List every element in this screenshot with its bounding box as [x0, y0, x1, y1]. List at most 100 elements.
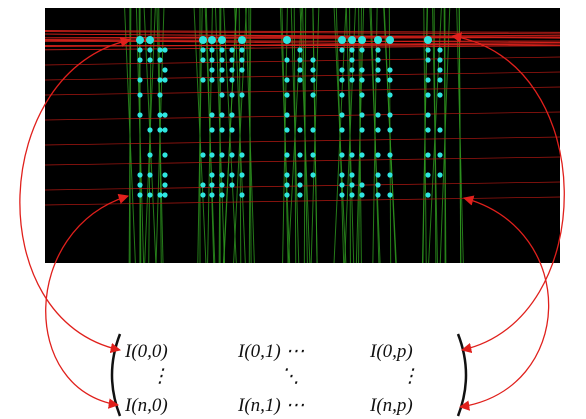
- point: [425, 192, 430, 197]
- point: [425, 112, 430, 117]
- point: [157, 57, 162, 62]
- point: [387, 152, 392, 157]
- point: [339, 92, 344, 97]
- point: [375, 57, 380, 62]
- point: [437, 77, 442, 82]
- point: [218, 36, 226, 44]
- point: [297, 67, 302, 72]
- point: [284, 172, 289, 177]
- point: [339, 192, 344, 197]
- point: [137, 112, 142, 117]
- point: [437, 127, 442, 132]
- point: [239, 152, 244, 157]
- point: [297, 192, 302, 197]
- point: [425, 127, 430, 132]
- point: [424, 36, 432, 44]
- point: [219, 77, 224, 82]
- point: [157, 127, 162, 132]
- point: [146, 36, 154, 44]
- point: [310, 67, 315, 72]
- point: [137, 192, 142, 197]
- point: [375, 172, 380, 177]
- point: [209, 172, 214, 177]
- point: [425, 57, 430, 62]
- point: [219, 47, 224, 52]
- point: [387, 192, 392, 197]
- point: [137, 92, 142, 97]
- cell: I(0,1) ⋯: [237, 341, 304, 362]
- point: [229, 77, 234, 82]
- point: [339, 172, 344, 177]
- point: [209, 182, 214, 187]
- point: [239, 192, 244, 197]
- point: [209, 127, 214, 132]
- point: [310, 77, 315, 82]
- point: [359, 47, 364, 52]
- point: [387, 92, 392, 97]
- point: [349, 47, 354, 52]
- point: [162, 172, 167, 177]
- point: [284, 112, 289, 117]
- point: [297, 57, 302, 62]
- point: [425, 77, 430, 82]
- point: [358, 36, 366, 44]
- point: [284, 192, 289, 197]
- point: [137, 182, 142, 187]
- cell: I(0,0): [124, 341, 168, 362]
- point: [229, 57, 234, 62]
- point: [137, 172, 142, 177]
- point: [425, 92, 430, 97]
- point: [229, 172, 234, 177]
- cell: ⋱: [281, 366, 300, 387]
- point: [137, 77, 142, 82]
- point: [200, 47, 205, 52]
- point: [359, 192, 364, 197]
- point: [147, 47, 152, 52]
- point: [375, 152, 380, 157]
- point: [162, 77, 167, 82]
- point: [209, 57, 214, 62]
- point: [200, 152, 205, 157]
- point: [349, 67, 354, 72]
- point: [359, 112, 364, 117]
- point: [349, 172, 354, 177]
- point: [229, 182, 234, 187]
- point: [157, 77, 162, 82]
- point: [157, 192, 162, 197]
- point: [162, 112, 167, 117]
- point: [200, 57, 205, 62]
- point: [310, 127, 315, 132]
- point: [157, 92, 162, 97]
- point: [349, 152, 354, 157]
- point: [162, 127, 167, 132]
- matrix: I(0,0) I(0,1) ⋯ I(0,p) ⋮ ⋱ ⋮ I(n,0) I(n,…: [124, 341, 420, 416]
- point: [136, 36, 144, 44]
- point: [219, 152, 224, 157]
- point: [284, 57, 289, 62]
- cell: I(0,p): [369, 341, 413, 362]
- point: [359, 77, 364, 82]
- point: [219, 67, 224, 72]
- point: [229, 127, 234, 132]
- cell: ⋮: [401, 366, 420, 387]
- point: [147, 57, 152, 62]
- point: [219, 192, 224, 197]
- point: [239, 67, 244, 72]
- point: [219, 92, 224, 97]
- cell: I(n,0): [124, 395, 168, 416]
- point: [162, 67, 167, 72]
- point: [359, 127, 364, 132]
- point: [162, 192, 167, 197]
- point: [387, 112, 392, 117]
- point: [297, 127, 302, 132]
- point: [219, 172, 224, 177]
- point: [162, 152, 167, 157]
- point: [375, 192, 380, 197]
- point: [147, 192, 152, 197]
- point: [239, 47, 244, 52]
- cell: I(n,p): [369, 395, 413, 416]
- point: [387, 67, 392, 72]
- point: [162, 47, 167, 52]
- point: [219, 57, 224, 62]
- point: [310, 57, 315, 62]
